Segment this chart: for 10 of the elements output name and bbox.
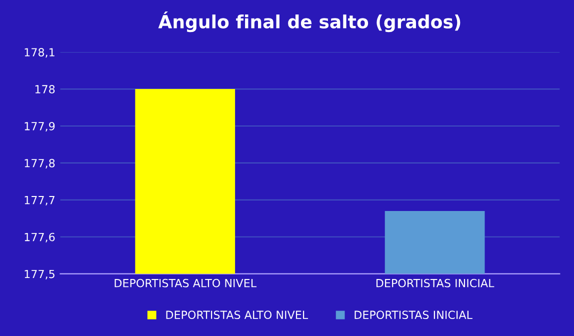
y-tick-label: 177,5	[24, 270, 54, 280]
y-tick-label: 177,8	[24, 158, 55, 168]
y-tick-label: 178	[35, 85, 55, 94]
y-tick-label: 177,6	[24, 232, 55, 242]
chart-title: Ángulo final de salto (grados)	[158, 12, 460, 32]
y-tick-label: 177,7	[24, 196, 54, 206]
y-tick-label: 177,9	[24, 122, 55, 132]
y-tick-label: 178,1	[24, 48, 54, 58]
legend-label: DEPORTISTAS INICIAL	[354, 310, 472, 320]
legend-label: DEPORTISTAS ALTO NIVEL	[166, 310, 308, 320]
